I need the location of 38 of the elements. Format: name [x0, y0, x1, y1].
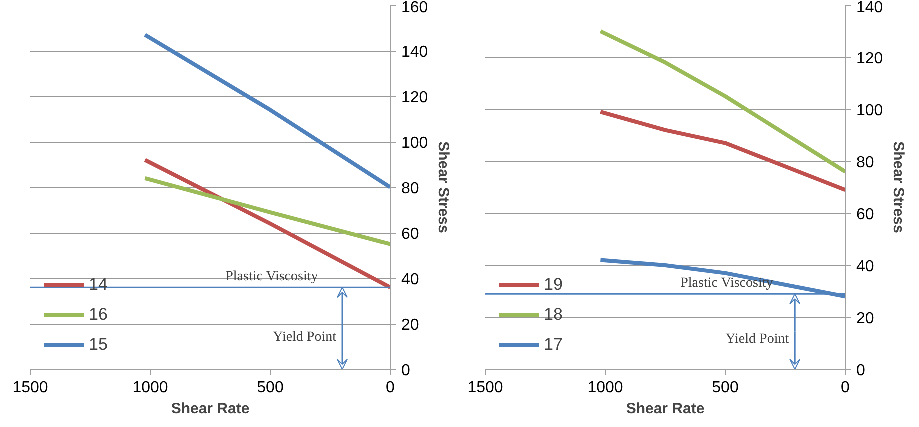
y-tick-label: 160	[402, 0, 428, 16]
y-tick-label: 40	[856, 258, 874, 276]
y-tick-label: 20	[856, 310, 874, 328]
y-axis-title: Shear Stress	[890, 142, 908, 234]
legend-label: 17	[544, 335, 564, 355]
x-tick-label: 0	[841, 380, 850, 396]
y-tick-label: 80	[402, 180, 420, 198]
x-tick-label: 1500	[468, 380, 504, 396]
y-tick-label: 100	[402, 135, 428, 152]
x-tick-label: 500	[712, 380, 739, 396]
annotation: Plastic Viscosity	[680, 276, 774, 292]
y-tick-label: 0	[402, 362, 410, 380]
y-tick-label: 140	[856, 0, 884, 16]
y-tick-label: 60	[402, 226, 420, 243]
x-tick-label: 1000	[588, 380, 624, 396]
y-tick-label: 100	[856, 102, 884, 120]
x-axis-title: Shear Rate	[171, 400, 250, 418]
annotation: Plastic Viscosity	[226, 270, 318, 285]
y-axis-title: Shear Stress	[435, 142, 452, 234]
legend-label: 18	[544, 305, 564, 325]
legend-label: 16	[89, 305, 109, 325]
y-tick-label: 40	[402, 272, 420, 288]
y-tick-label: 0	[856, 362, 866, 380]
annotation: Yield Point	[273, 330, 337, 345]
x-axis-title: Shear Rate	[626, 400, 705, 418]
legend-label: 19	[544, 275, 564, 295]
legend-label: 15	[89, 335, 109, 355]
y-tick-label: 80	[856, 154, 874, 172]
y-tick-label: 120	[856, 50, 884, 68]
y-tick-label: 20	[402, 317, 420, 334]
x-tick-label: 500	[257, 380, 284, 396]
x-tick-label: 0	[386, 380, 396, 396]
y-tick-label: 60	[856, 206, 874, 224]
y-tick-label: 120	[402, 90, 428, 106]
x-tick-label: 1000	[132, 380, 168, 396]
x-tick-label: 1500	[12, 380, 48, 396]
y-tick-label: 140	[402, 44, 428, 61]
annotation: Yield Point	[726, 332, 790, 347]
